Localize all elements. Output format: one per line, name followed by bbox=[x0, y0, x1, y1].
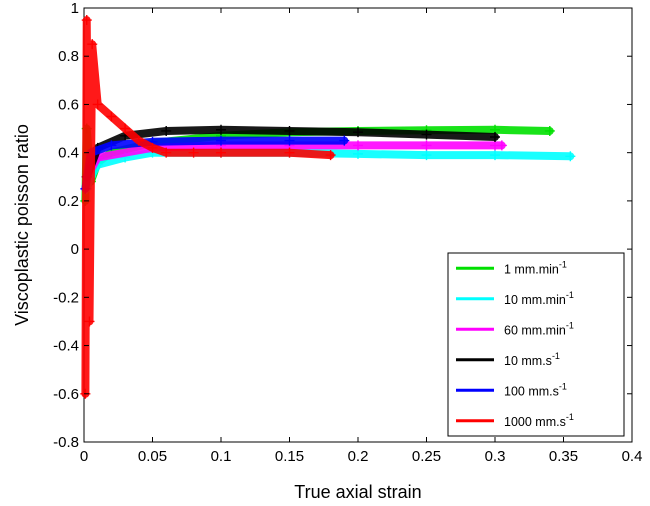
y-tick-label-7: 0.6 bbox=[58, 96, 79, 113]
x-axis-label: True axial strain bbox=[294, 482, 421, 502]
legend-label-1: 10 mm.min-1 bbox=[504, 290, 574, 307]
series-3-point-8 bbox=[490, 131, 500, 142]
ticks-layer: 0 0.05 0.1 0.15 0.2 0.25 0.3 0.35 0.4 -0.8 -0.6 -0.… bbox=[53, 0, 642, 465]
x-tick-label-3: 0.15 bbox=[275, 448, 304, 465]
legend-exponent-2: -1 bbox=[566, 320, 574, 330]
x-tick-label-2: 0.1 bbox=[211, 448, 232, 465]
y-tick-label-9: 1 bbox=[71, 0, 79, 17]
series-3-point-3 bbox=[161, 125, 172, 136]
series-3-point-5 bbox=[284, 125, 295, 136]
y-tick-label-8: 0.8 bbox=[58, 48, 79, 65]
series-4-point-2 bbox=[106, 140, 117, 151]
y-tick-label-3: -0.2 bbox=[53, 289, 79, 306]
legend-label-4: 100 mm.s-1 bbox=[504, 381, 567, 398]
series-1-point-9 bbox=[490, 150, 500, 161]
series-3-point-7 bbox=[421, 129, 432, 140]
x-tick-label-0: 0 bbox=[80, 448, 88, 465]
legend-label-2: 60 mm.min-1 bbox=[504, 320, 574, 337]
legend-exponent-3: -1 bbox=[552, 351, 560, 361]
series-1-point-10 bbox=[565, 151, 576, 162]
legend-label-3: 10 mm.s-1 bbox=[504, 351, 560, 368]
series-5-point-8 bbox=[147, 142, 158, 153]
legend: 1 mm.min-110 mm.min-160 mm.min-110 mm.s-… bbox=[447, 252, 625, 437]
series-5-point-1 bbox=[81, 15, 92, 26]
y-tick-label-2: -0.4 bbox=[53, 338, 79, 355]
series-5-point-6 bbox=[120, 123, 131, 134]
legend-name-1: 10 mm.min bbox=[504, 293, 566, 307]
series-2-point-8 bbox=[496, 140, 507, 151]
legend-exponent-4: -1 bbox=[559, 381, 567, 391]
x-tick-label-1: 0.05 bbox=[138, 448, 167, 465]
series-3-point-4 bbox=[216, 124, 226, 135]
series-2-point-6 bbox=[421, 140, 432, 151]
x-tick-label-6: 0.3 bbox=[485, 448, 506, 465]
series-4-point-4 bbox=[216, 135, 226, 146]
x-tick-label-7: 0.35 bbox=[549, 448, 578, 465]
legend-label-0: 1 mm.min-1 bbox=[504, 259, 567, 276]
legend-name-0: 1 mm.min bbox=[504, 262, 559, 276]
series-5-point-11 bbox=[216, 147, 226, 158]
y-tick-label-6: 0.4 bbox=[58, 145, 79, 162]
y-axis-label: Viscoplastic poisson ratio bbox=[12, 124, 32, 326]
series-1-point-7 bbox=[353, 148, 363, 159]
legend-name-3: 10 mm.s bbox=[504, 354, 552, 368]
legend-box bbox=[447, 252, 625, 437]
legend-exponent-1: -1 bbox=[566, 290, 574, 300]
x-tick-label-5: 0.25 bbox=[412, 448, 441, 465]
y-tick-label-4: 0 bbox=[71, 241, 79, 258]
x-tick-label-8: 0.4 bbox=[622, 448, 643, 465]
series-5-point-9 bbox=[161, 147, 172, 158]
series-0-point-11 bbox=[544, 125, 555, 136]
legend-exponent-0: -1 bbox=[559, 259, 567, 269]
legend-name-5: 1000 mm.s bbox=[504, 415, 566, 429]
series-4-point-5 bbox=[284, 135, 295, 146]
y-tick-label-1: -0.6 bbox=[53, 386, 79, 403]
series-5-point-10 bbox=[188, 147, 199, 158]
series-5-point-7 bbox=[133, 135, 144, 146]
series-5-point-12 bbox=[284, 147, 295, 158]
series-3-point-6 bbox=[353, 127, 363, 138]
y-tick-label-5: 0.2 bbox=[58, 193, 79, 210]
series-1-point-8 bbox=[421, 150, 432, 161]
series-5-point-13 bbox=[325, 150, 336, 161]
series-2-point-5 bbox=[353, 140, 363, 151]
y-tick-label-0: -0.8 bbox=[53, 434, 79, 451]
series-5-point-4 bbox=[92, 99, 103, 110]
legend-name-2: 60 mm.min bbox=[504, 323, 566, 337]
series-5 bbox=[80, 15, 336, 399]
data-layer bbox=[80, 15, 576, 399]
legend-name-4: 100 mm.s bbox=[504, 384, 559, 398]
x-tick-label-4: 0.2 bbox=[348, 448, 369, 465]
series-5-point-3 bbox=[87, 39, 98, 50]
series-5-point-5 bbox=[106, 111, 117, 122]
series-5-point-2 bbox=[84, 316, 95, 327]
series-4-point-6 bbox=[339, 135, 350, 146]
legend-exponent-5: -1 bbox=[566, 412, 574, 422]
legend-label-5: 1000 mm.s-1 bbox=[504, 412, 574, 429]
